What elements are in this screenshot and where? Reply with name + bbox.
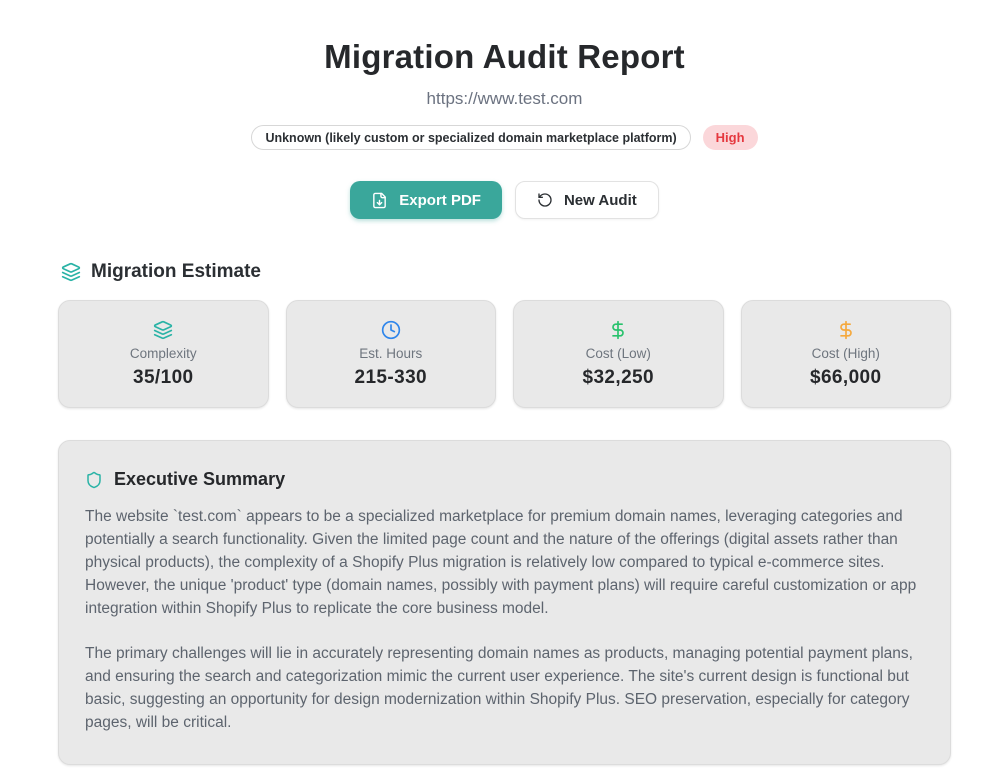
stat-value: 35/100 (132, 366, 194, 388)
stat-value: $32,250 (582, 366, 654, 388)
dollar-icon (608, 320, 628, 340)
stat-card-est-hours: Est. Hours 215-330 (285, 300, 496, 408)
stat-label: Complexity (129, 345, 197, 361)
stat-card-cost-high: Cost (High) $66,000 (740, 300, 951, 408)
executive-summary-body: The website `test.com` appears to be a s… (85, 505, 924, 734)
section-title-migration-estimate: Migration Estimate (91, 261, 261, 282)
risk-badge: High (702, 125, 758, 150)
executive-summary-card: Executive Summary The website `test.com`… (58, 440, 951, 765)
new-audit-label: New Audit (563, 191, 637, 209)
stat-label: Cost (High) (811, 345, 880, 361)
stat-card-complexity: Complexity 35/100 (58, 300, 269, 408)
stat-label: Cost (Low) (585, 345, 651, 361)
shield-icon (85, 471, 103, 489)
file-download-icon (371, 192, 388, 209)
clock-icon (381, 320, 401, 340)
rotate-ccw-icon (537, 192, 553, 208)
dollar-icon (836, 320, 856, 340)
new-audit-button[interactable]: New Audit (514, 181, 659, 219)
summary-paragraph: The primary challenges will lie in accur… (85, 645, 913, 731)
action-row: Export PDF New Audit (58, 181, 951, 219)
page-title: Migration Audit Report (324, 38, 685, 75)
executive-summary-header: Executive Summary (85, 469, 924, 490)
badge-row: Unknown (likely custom or specialized do… (58, 125, 951, 150)
platform-badge: Unknown (likely custom or specialized do… (251, 125, 691, 150)
audited-url: https://www.test.com (426, 89, 583, 108)
export-pdf-label: Export PDF (399, 191, 481, 209)
stats-row: Complexity 35/100 Est. Hours 215-330 Cos… (58, 300, 951, 408)
stat-value: $66,000 (810, 366, 882, 388)
layers-icon (153, 320, 173, 340)
section-title-executive-summary: Executive Summary (114, 469, 286, 489)
stat-card-cost-low: Cost (Low) $32,250 (513, 300, 724, 408)
stat-value: 215-330 (354, 366, 428, 388)
summary-paragraph: The website `test.com` appears to be a s… (85, 508, 917, 617)
stat-label: Est. Hours (359, 345, 423, 361)
migration-estimate-section-header: Migration Estimate (61, 261, 951, 283)
export-pdf-button[interactable]: Export PDF (350, 181, 502, 219)
layers-icon (61, 262, 81, 282)
report-page: Migration Audit Report https://www.test.… (58, 38, 951, 765)
